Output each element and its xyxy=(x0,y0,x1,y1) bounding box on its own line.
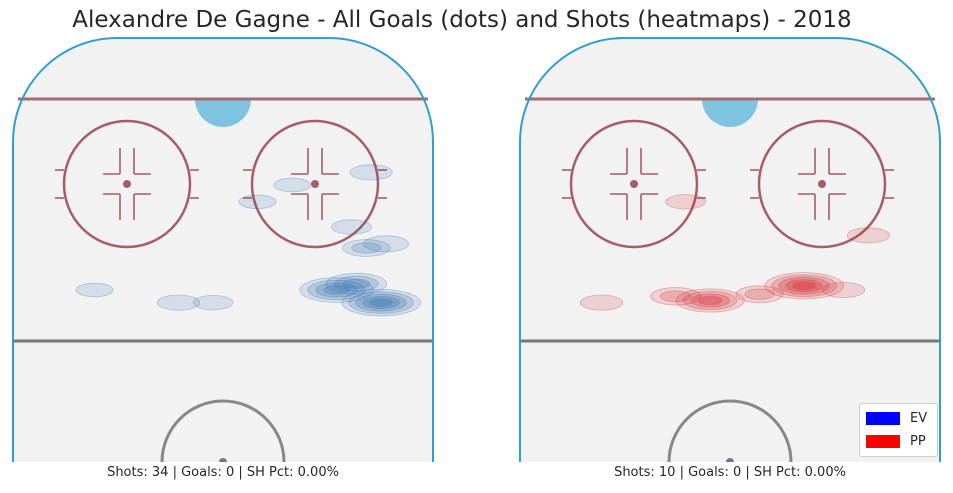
legend-swatch-ev xyxy=(866,411,900,425)
legend-label-pp: PP xyxy=(910,433,926,449)
shot-density-contour xyxy=(764,272,844,300)
legend-swatch-pp xyxy=(866,434,900,448)
shot-density-contour xyxy=(792,281,816,290)
shot-density-contour xyxy=(363,235,410,253)
legend-label-ev: EV xyxy=(910,410,928,426)
ev-shot-heatmap xyxy=(75,164,421,317)
shot-density-contour xyxy=(355,293,407,312)
rink-base xyxy=(12,37,434,463)
faceoff-dot-right xyxy=(818,180,826,188)
shot-density-contour xyxy=(785,279,823,293)
legend-item-ev: EV xyxy=(866,410,927,426)
shot-density-contour xyxy=(323,285,350,295)
shot-density-contour xyxy=(771,274,837,298)
rink-pp-panel xyxy=(519,37,941,463)
chart-title: Alexandre De Gagne - All Goals (dots) an… xyxy=(72,7,852,33)
center-circle xyxy=(160,399,286,463)
shot-density-contour xyxy=(156,294,201,311)
legend-item-pp: PP xyxy=(866,433,926,449)
shot-density-contour xyxy=(342,278,371,289)
goal-crease xyxy=(702,99,758,127)
faceoff-dot-left xyxy=(123,180,131,188)
center-dot xyxy=(219,458,227,462)
shot-density-contour xyxy=(348,291,414,314)
shot-density-contour xyxy=(341,289,421,317)
shot-density-contour xyxy=(331,219,372,235)
shot-density-contour xyxy=(315,282,358,298)
shot-density-contour xyxy=(675,288,745,313)
shot-density-contour xyxy=(351,242,382,254)
shot-density-contour xyxy=(349,164,393,181)
shot-density-contour xyxy=(735,285,784,304)
shot-density-contour xyxy=(75,282,114,298)
shot-density-contour xyxy=(665,194,706,210)
shot-density-contour xyxy=(682,290,738,310)
faceoff-circle-right xyxy=(757,119,887,249)
faceoff-dot-left xyxy=(630,180,638,188)
shot-density-contour xyxy=(744,288,775,300)
shot-density-contour xyxy=(659,290,692,303)
shot-density-contour xyxy=(690,293,730,308)
shot-density-contour xyxy=(238,194,277,210)
shot-density-contour xyxy=(362,296,400,310)
shot-density-contour xyxy=(192,294,234,311)
rink-base xyxy=(519,37,941,463)
center-dot xyxy=(726,458,734,462)
goal-crease xyxy=(195,99,251,127)
center-circle xyxy=(667,399,793,463)
faceoff-dot-right xyxy=(311,180,319,188)
shot-density-contour xyxy=(579,294,624,311)
ev-stats-caption: Shots: 34 | Goals: 0 | SH Pct: 0.00% xyxy=(107,465,339,480)
pp-shot-heatmap xyxy=(579,194,890,313)
ice-surface xyxy=(13,38,433,462)
shot-density-contour xyxy=(334,275,379,292)
shot-density-contour xyxy=(307,279,366,301)
shot-density-contour xyxy=(650,287,702,306)
shot-density-contour xyxy=(369,298,393,307)
boards-outline xyxy=(12,37,434,462)
shot-density-contour xyxy=(299,277,374,303)
shot-density-contour xyxy=(846,227,890,244)
pp-stats-caption: Shots: 10 | Goals: 0 | SH Pct: 0.00% xyxy=(614,465,846,480)
legend: EV PP xyxy=(859,403,938,457)
ice-surface xyxy=(520,38,940,462)
faceoff-circle-left xyxy=(62,119,192,249)
shot-density-contour xyxy=(342,239,391,257)
rink-ev-panel xyxy=(12,37,434,463)
faceoff-circle-right xyxy=(250,119,380,249)
shot-density-contour xyxy=(325,272,388,295)
shot-density-contour xyxy=(821,281,866,298)
boards-outline xyxy=(519,37,941,462)
shot-density-contour xyxy=(778,276,830,295)
shot-density-contour xyxy=(697,296,723,305)
faceoff-circle-left xyxy=(569,119,699,249)
shot-density-contour xyxy=(273,177,312,193)
